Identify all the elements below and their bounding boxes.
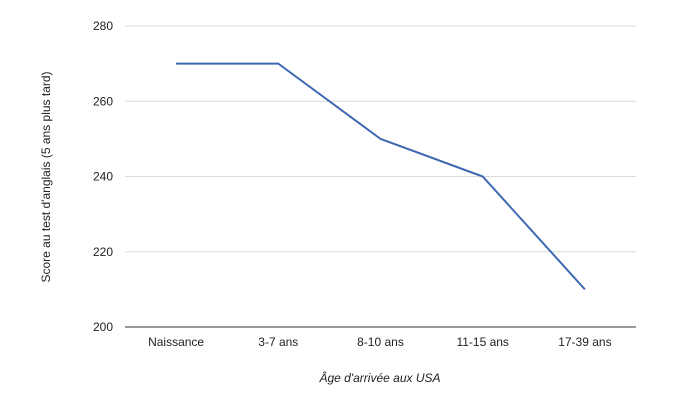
y-tick-label: 240 — [93, 170, 113, 184]
x-tick-label: 17-39 ans — [558, 335, 611, 349]
x-axis-title: Âge d'arrivée aux USA — [318, 370, 440, 385]
y-axis-title: Score au test d'anglais (5 ans plus tard… — [39, 71, 53, 282]
y-tick-label: 280 — [93, 19, 113, 33]
y-tick-label: 260 — [93, 94, 113, 108]
x-tick-label: 3-7 ans — [258, 335, 298, 349]
y-axis-ticks: 200 220 240 260 280 — [93, 19, 113, 334]
y-tick-label: 200 — [93, 320, 113, 334]
x-tick-label: 8-10 ans — [357, 335, 404, 349]
series-group — [176, 62, 586, 291]
x-tick-label: 11-15 ans — [456, 335, 508, 349]
y-tick-label: 220 — [93, 245, 113, 259]
x-tick-label: Naissance — [148, 335, 204, 349]
x-axis-ticks: Naissance 3-7 ans 8-10 ans 11-15 ans 17-39 a… — [148, 335, 612, 349]
